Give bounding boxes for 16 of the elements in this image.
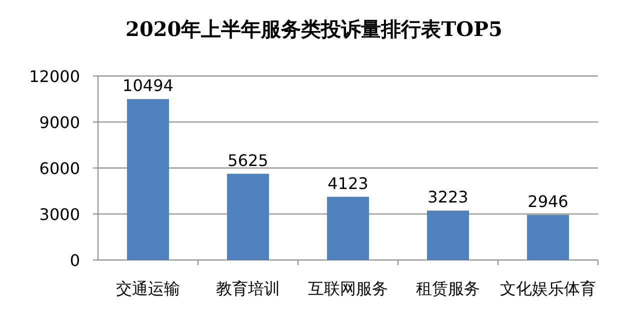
x-tick-label: 文化娱乐体育 [500,279,596,298]
data-label: 5625 [228,150,268,170]
y-tick-label: 9000 [39,113,80,132]
x-tick-label: 互联网服务 [308,279,388,298]
y-tick-label: 3000 [39,205,80,224]
title: 2020年上半年服务类投诉量排行表TOP5 [126,17,502,41]
y-tick-label: 12000 [29,67,80,86]
data-label: 2946 [528,192,568,211]
data-label: 3223 [428,188,468,207]
data-label: 10494 [122,76,174,96]
x-tick-label: 交通运输 [116,279,180,298]
y-tick-label: 0 [70,251,80,270]
x-tick-label: 教育培训 [216,279,280,298]
y-tick-label: 6000 [39,159,80,178]
data-label: 4123 [328,174,368,193]
x-tick-label: 租赁服务 [416,279,480,298]
